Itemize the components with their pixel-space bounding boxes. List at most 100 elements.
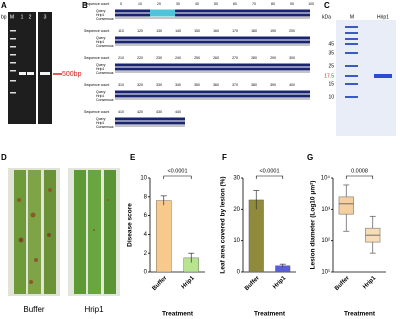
label: 150 <box>194 29 200 33</box>
label: 10 <box>138 2 142 6</box>
label: Buffer <box>23 305 45 314</box>
box <box>338 196 354 215</box>
label: 170 <box>232 29 238 33</box>
label: 35 <box>328 50 334 56</box>
label: Consensus <box>96 71 114 75</box>
band <box>40 72 50 75</box>
panel-label: F <box>222 153 227 162</box>
y-tick-label: 10² <box>321 238 330 244</box>
band <box>10 30 16 32</box>
band <box>10 62 16 64</box>
label: Sequence count <box>84 110 109 114</box>
band <box>345 52 358 54</box>
band <box>10 54 16 56</box>
y-tick-label: 0 <box>144 270 148 276</box>
label: 110 <box>118 29 124 33</box>
label: Query <box>96 9 106 13</box>
label: 440 <box>175 110 181 114</box>
label: 1 <box>21 14 24 20</box>
band <box>10 70 16 72</box>
annotation: <0.0001 <box>259 168 279 174</box>
label: M <box>350 14 354 20</box>
leaves <box>14 170 116 294</box>
bar <box>248 199 264 273</box>
label: 120 <box>137 29 143 33</box>
label: kDa <box>322 14 331 20</box>
label: 140 <box>175 29 181 33</box>
label: 300 <box>289 56 295 60</box>
significance-bracket <box>345 175 374 179</box>
band <box>345 26 358 28</box>
label: 260 <box>213 56 219 60</box>
x-tick-label: Buffer <box>152 275 169 292</box>
label: Hrip1 <box>84 305 104 314</box>
label: Query <box>96 36 106 40</box>
label: Hrip1 <box>96 40 104 44</box>
seq-bar <box>115 40 310 44</box>
seq-bar <box>115 125 185 127</box>
label: 180 <box>251 29 257 33</box>
label: Hrip1 <box>96 94 104 98</box>
band <box>345 32 358 34</box>
panel-label: G <box>307 153 313 162</box>
label: 380 <box>251 83 257 87</box>
label: Hrip1 <box>377 14 389 20</box>
y-axis-label: Disease score <box>127 203 134 247</box>
label: 0 <box>120 2 122 6</box>
panel-label: B <box>82 1 88 10</box>
label: Consensus <box>96 125 114 129</box>
seq-bar <box>115 17 310 19</box>
y-tick-label: 20 <box>233 207 240 213</box>
label: 290 <box>270 56 276 60</box>
seq-bar <box>115 36 310 40</box>
label: 350 <box>194 83 200 87</box>
label: 210 <box>118 56 124 60</box>
seq-hl <box>150 9 175 17</box>
y-tick-label: 10 <box>233 238 240 244</box>
band <box>374 74 392 78</box>
label: Sequence count <box>84 83 109 87</box>
seq-bar <box>115 63 310 67</box>
label: 80 <box>271 2 275 6</box>
label: M <box>10 14 14 20</box>
label: 190 <box>270 29 276 33</box>
label: 17.5 <box>324 73 334 79</box>
x-tick-label: Buffer <box>334 275 351 292</box>
label: 320 <box>137 83 143 87</box>
label: 50 <box>214 2 218 6</box>
band <box>10 92 16 94</box>
seq-bar <box>115 117 185 121</box>
significance-bracket <box>255 175 284 179</box>
label: 45 <box>328 41 334 47</box>
label: 240 <box>175 56 181 60</box>
band <box>345 38 358 40</box>
label: Sequence count <box>84 29 109 33</box>
label: 40 <box>195 2 199 6</box>
panel-label: C <box>324 1 330 10</box>
y-tick-label: 6 <box>144 213 148 219</box>
label: 310 <box>118 83 124 87</box>
band <box>27 72 34 75</box>
band <box>345 75 358 77</box>
x-axis-label: Treatment <box>162 311 194 318</box>
seq-bar <box>115 67 310 71</box>
label: Hrip1 <box>96 121 104 125</box>
label: 230 <box>156 56 162 60</box>
y-tick-label: 2 <box>144 251 148 257</box>
bar <box>155 200 172 273</box>
y-tick-label: 0 <box>237 270 241 276</box>
label: 15 <box>328 81 334 87</box>
label: Sequence count <box>84 56 109 60</box>
band <box>345 43 358 45</box>
y-axis-label: Lesion diameter (Log10 μm²) <box>310 181 317 270</box>
seq-bar <box>115 94 310 98</box>
band <box>19 72 26 75</box>
gel-a <box>8 12 36 124</box>
band <box>345 65 358 67</box>
y-tick-label: 10³ <box>321 207 330 213</box>
label: 130 <box>156 29 162 33</box>
label: Consensus <box>96 44 114 48</box>
label: 420 <box>137 110 143 114</box>
y-tick-label: 10⁴ <box>321 175 331 182</box>
label: 70 <box>252 2 256 6</box>
